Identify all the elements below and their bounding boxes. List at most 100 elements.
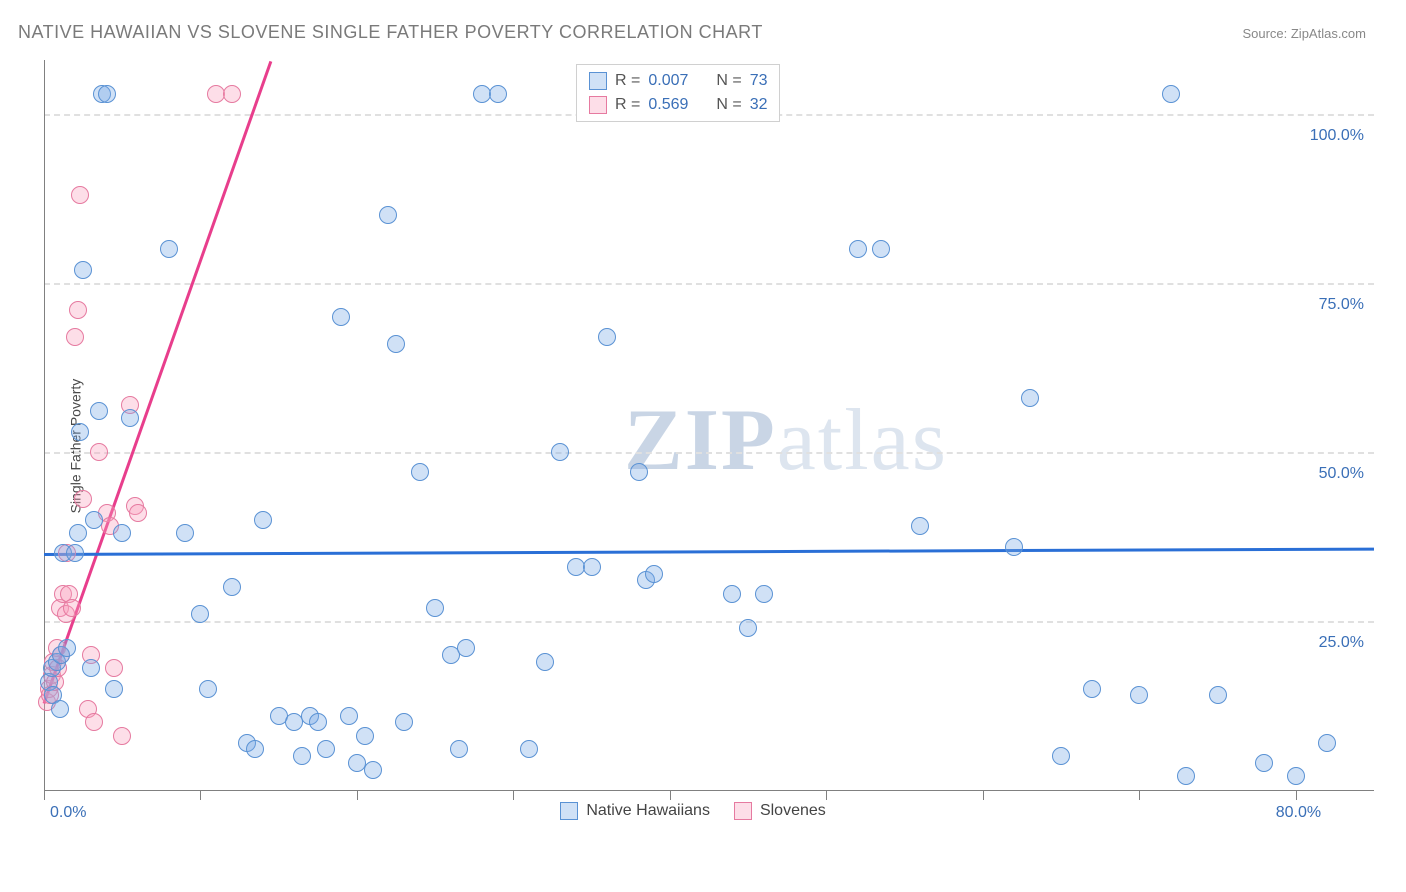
scatter-point-slovenes [74, 490, 92, 508]
scatter-point-native-hawaiians [332, 308, 350, 326]
scatter-point-slovenes [90, 443, 108, 461]
scatter-point-slovenes [85, 713, 103, 731]
scatter-point-slovenes [66, 328, 84, 346]
scatter-point-native-hawaiians [246, 740, 264, 758]
scatter-point-slovenes [105, 659, 123, 677]
scatter-point-native-hawaiians [191, 605, 209, 623]
plot-area: ZIPatlas 25.0% 50.0% 75.0% 100.0% 0.0% 80.0% R… [44, 60, 1374, 830]
scatter-point-native-hawaiians [387, 335, 405, 353]
y-tick-label: 25.0% [1319, 634, 1364, 652]
scatter-point-native-hawaiians [645, 565, 663, 583]
scatter-point-native-hawaiians [85, 511, 103, 529]
chart-title: NATIVE HAWAIIAN VS SLOVENE SINGLE FATHER… [18, 22, 763, 43]
legend-n-label: N = [716, 96, 741, 114]
legend-r-label: R = [615, 72, 640, 90]
legend-item: Native Hawaiians [560, 802, 710, 820]
legend-n-value: 32 [750, 96, 768, 114]
legend-swatch [734, 802, 752, 820]
legend-r-label: R = [615, 96, 640, 114]
y-tick-label: 100.0% [1310, 127, 1364, 145]
scatter-point-native-hawaiians [536, 653, 554, 671]
scatter-point-native-hawaiians [489, 85, 507, 103]
scatter-point-native-hawaiians [340, 707, 358, 725]
scatter-point-native-hawaiians [1255, 754, 1273, 772]
scatter-point-native-hawaiians [379, 206, 397, 224]
scatter-point-native-hawaiians [160, 240, 178, 258]
scatter-point-slovenes [71, 186, 89, 204]
scatter-point-native-hawaiians [105, 680, 123, 698]
legend-swatch [589, 72, 607, 90]
scatter-point-native-hawaiians [90, 402, 108, 420]
scatter-point-native-hawaiians [71, 423, 89, 441]
scatter-point-native-hawaiians [551, 443, 569, 461]
scatter-point-native-hawaiians [293, 747, 311, 765]
scatter-point-slovenes [63, 599, 81, 617]
scatter-point-native-hawaiians [1287, 767, 1305, 785]
x-tick-label: 80.0% [1276, 804, 1321, 822]
scatter-point-native-hawaiians [309, 713, 327, 731]
x-tick-label: 0.0% [50, 804, 86, 822]
scatter-point-native-hawaiians [74, 261, 92, 279]
chart-container: NATIVE HAWAIIAN VS SLOVENE SINGLE FATHER… [0, 0, 1406, 892]
legend-label: Native Hawaiians [586, 802, 710, 820]
scatter-point-native-hawaiians [1130, 686, 1148, 704]
scatter-point-native-hawaiians [69, 524, 87, 542]
source-name: ZipAtlas.com [1291, 26, 1366, 41]
x-tick [826, 790, 827, 800]
trend-line-native-hawaiians [44, 548, 1374, 556]
source-prefix: Source: [1242, 26, 1290, 41]
grid-line [44, 283, 1374, 285]
scatter-point-native-hawaiians [598, 328, 616, 346]
grid-line [44, 621, 1374, 623]
scatter-point-native-hawaiians [395, 713, 413, 731]
y-tick-label: 75.0% [1319, 296, 1364, 314]
scatter-point-slovenes [69, 301, 87, 319]
scatter-point-native-hawaiians [356, 727, 374, 745]
legend-swatch [589, 96, 607, 114]
source-attribution: Source: ZipAtlas.com [1242, 26, 1366, 41]
legend-label: Slovenes [760, 802, 826, 820]
scatter-point-native-hawaiians [199, 680, 217, 698]
scatter-point-native-hawaiians [317, 740, 335, 758]
scatter-point-native-hawaiians [176, 524, 194, 542]
scatter-point-native-hawaiians [58, 639, 76, 657]
x-tick [1139, 790, 1140, 800]
scatter-point-native-hawaiians [1052, 747, 1070, 765]
x-tick [513, 790, 514, 800]
scatter-point-native-hawaiians [849, 240, 867, 258]
scatter-point-native-hawaiians [1209, 686, 1227, 704]
y-tick-label: 50.0% [1319, 465, 1364, 483]
legend-series: Native Hawaiians Slovenes [560, 802, 825, 820]
watermark: ZIPatlas [624, 390, 948, 491]
scatter-point-slovenes [223, 85, 241, 103]
legend-swatch [560, 802, 578, 820]
scatter-point-native-hawaiians [82, 659, 100, 677]
legend-r-value: 0.007 [648, 72, 708, 90]
legend-stats-box: R =0.007N =73R =0.569N =32 [576, 64, 780, 122]
scatter-point-native-hawaiians [98, 85, 116, 103]
scatter-point-native-hawaiians [630, 463, 648, 481]
scatter-point-native-hawaiians [911, 517, 929, 535]
scatter-point-native-hawaiians [583, 558, 601, 576]
scatter-point-native-hawaiians [1177, 767, 1195, 785]
scatter-point-native-hawaiians [1005, 538, 1023, 556]
scatter-point-native-hawaiians [872, 240, 890, 258]
scatter-point-native-hawaiians [364, 761, 382, 779]
scatter-point-native-hawaiians [739, 619, 757, 637]
x-tick [44, 790, 45, 800]
x-tick [200, 790, 201, 800]
scatter-point-native-hawaiians [1083, 680, 1101, 698]
scatter-point-native-hawaiians [426, 599, 444, 617]
scatter-point-native-hawaiians [411, 463, 429, 481]
scatter-point-slovenes [113, 727, 131, 745]
legend-r-value: 0.569 [648, 96, 708, 114]
scatter-point-slovenes [129, 504, 147, 522]
scatter-point-native-hawaiians [121, 409, 139, 427]
scatter-point-native-hawaiians [457, 639, 475, 657]
scatter-point-native-hawaiians [520, 740, 538, 758]
x-axis [44, 790, 1374, 791]
legend-stats-row: R = 0.569 N = 32 [589, 93, 767, 117]
grid-line [44, 452, 1374, 454]
legend-stats-row: R =0.007N =73 [589, 69, 767, 93]
scatter-point-native-hawaiians [1318, 734, 1336, 752]
